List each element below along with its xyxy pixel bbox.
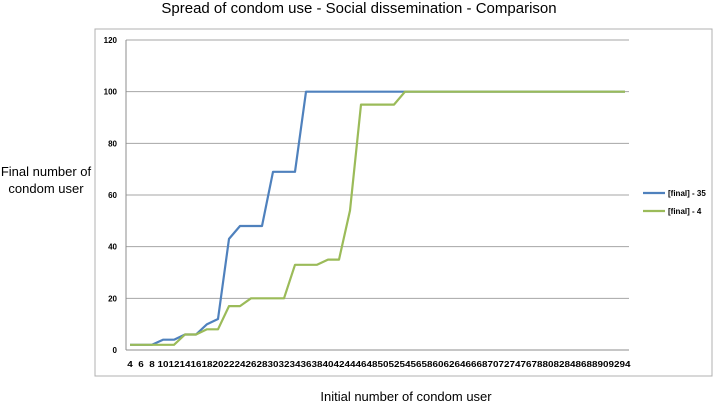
x-tick-label-92: 92 — [609, 360, 621, 369]
x-tick-label-56: 56 — [411, 360, 423, 369]
x-tick-label-84: 84 — [565, 360, 577, 369]
x-tick-label-88: 88 — [587, 360, 599, 369]
x-tick-label-82: 82 — [554, 360, 566, 369]
series-line-1 — [130, 90, 625, 346]
x-tick-label-28: 28 — [257, 360, 269, 369]
x-tick-label-6: 6 — [138, 360, 144, 369]
x-tick-label-8: 8 — [149, 360, 155, 369]
x-tick-label-26: 26 — [246, 360, 258, 369]
x-tick-label-42: 42 — [334, 360, 346, 369]
x-tick-label-34: 34 — [290, 360, 302, 369]
x-tick-label-44: 44 — [345, 360, 357, 369]
y-tick-label-100: 100 — [104, 88, 118, 97]
x-tick-label-10: 10 — [158, 360, 170, 369]
x-tick-label-16: 16 — [191, 360, 203, 369]
x-tick-label-22: 22 — [224, 360, 236, 369]
x-tick-label-48: 48 — [367, 360, 379, 369]
legend: [final] - 35 [final] - 4 — [643, 189, 706, 216]
x-tick-label-30: 30 — [268, 360, 280, 369]
x-tick-label-12: 12 — [169, 360, 181, 369]
y-tick-label-80: 80 — [108, 139, 117, 148]
x-tick-label-86: 86 — [576, 360, 588, 369]
legend-label-1: [final] - 35 — [668, 189, 706, 198]
y-tick-labels: 0 20 40 60 80 100 120 — [104, 36, 118, 355]
x-tick-label-38: 38 — [312, 360, 324, 369]
x-tick-label-66: 66 — [466, 360, 478, 369]
y-tick-label-0: 0 — [113, 346, 118, 355]
x-tick-label-32: 32 — [279, 360, 291, 369]
x-tick-label-46: 46 — [356, 360, 368, 369]
x-tick-label-72: 72 — [499, 360, 511, 369]
chart-title: Spread of condom use - Social disseminat… — [161, 0, 557, 17]
x-tick-label-18: 18 — [202, 360, 214, 369]
y-tick-label-20: 20 — [108, 294, 117, 303]
series-line-2 — [130, 90, 625, 346]
gridlines — [125, 39, 629, 351]
x-tick-label-36: 36 — [301, 360, 313, 369]
x-tick-label-70: 70 — [488, 360, 500, 369]
chart-frame — [94, 28, 713, 377]
x-tick-label-40: 40 — [323, 360, 335, 369]
y-tick-label-120: 120 — [104, 36, 118, 45]
x-tick-label-74: 74 — [510, 360, 522, 369]
x-tick-label-78: 78 — [532, 360, 544, 369]
x-tick-label-50: 50 — [378, 360, 390, 369]
x-tick-label-80: 80 — [543, 360, 555, 369]
x-tick-label-14: 14 — [180, 360, 192, 369]
legend-label-2: [final] - 4 — [668, 207, 702, 216]
x-tick-label-94: 94 — [620, 360, 632, 369]
y-tick-label-40: 40 — [108, 243, 117, 252]
x-tick-label-52: 52 — [389, 360, 401, 369]
x-tick-label-54: 54 — [400, 360, 412, 369]
x-tick-label-62: 62 — [444, 360, 456, 369]
x-tick-label-64: 64 — [455, 360, 467, 369]
x-tick-label-20: 20 — [213, 360, 225, 369]
x-tick-label-24: 24 — [235, 360, 247, 369]
x-tick-label-60: 60 — [433, 360, 445, 369]
x-tick-label-58: 58 — [422, 360, 434, 369]
x-tick-label-4: 4 — [127, 360, 133, 369]
x-tick-label-76: 76 — [521, 360, 533, 369]
x-axis-label: Initial number of condom user — [320, 389, 492, 404]
series-lines — [130, 90, 625, 346]
y-axis-label: Final number of condom user — [0, 164, 92, 196]
x-tick-label-90: 90 — [598, 360, 610, 369]
x-tick-labels: 4 6 8 10 12 14 16 18 20 22 24 26 28 30 32 34 36 38 40 42 44 4… — [127, 360, 631, 369]
y-tick-label-60: 60 — [108, 191, 117, 200]
x-tick-label-68: 68 — [477, 360, 489, 369]
